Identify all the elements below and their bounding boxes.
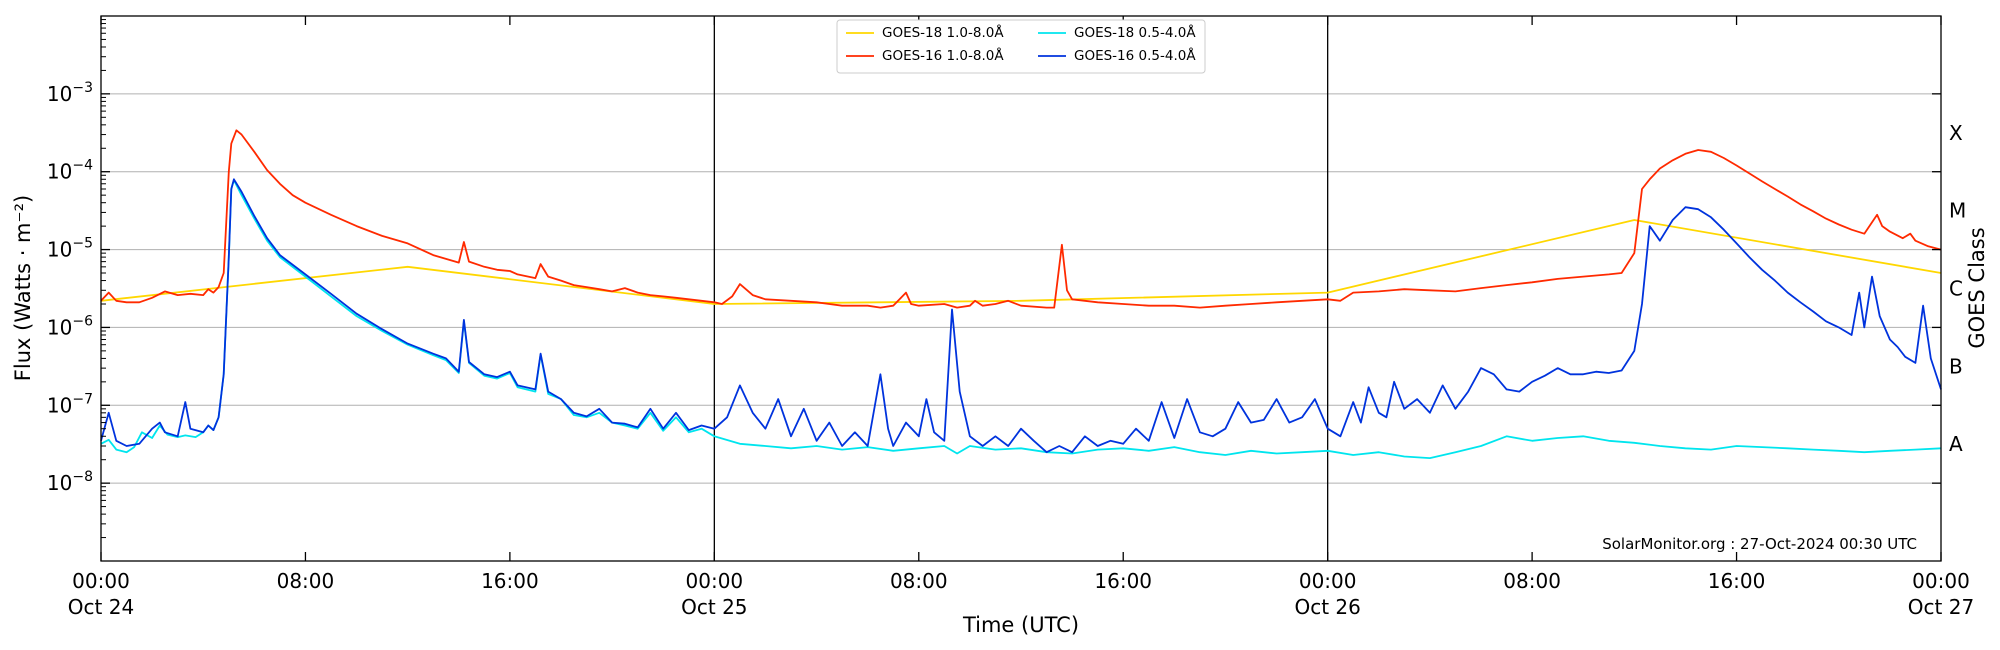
x-tick-label: 16:00 [1094,569,1152,593]
series-line [100,178,1942,454]
x-tick-label: 08:00 [277,569,335,593]
y-tick-label: 10−3 [47,80,93,106]
right-axis-title: GOES Class [1965,227,1989,348]
grid-lines [101,16,1941,561]
x-tick-label: 00:00 [686,569,744,593]
x-tick-date-label: Oct 27 [1908,595,1974,619]
x-tick-label: 00:00 [72,569,130,593]
plot-frame [100,15,1942,562]
goes-class-label: M [1949,199,1966,223]
legend: GOES-18 1.0-8.0Å GOES-16 1.0-8.0Å GOES-18 … [836,19,1206,74]
x-axis-title: Time (UTC) [962,613,1079,637]
goes-class-label: A [1949,432,1963,456]
x-tick-label: 08:00 [1503,569,1561,593]
y-tick-label: 10−7 [47,391,93,417]
x-tick-label: 08:00 [890,569,948,593]
x-tick-label: 00:00 [1299,569,1357,593]
legend-entry-label: GOES-16 1.0-8.0Å [882,47,1004,64]
legend-entry-label: GOES-18 0.5-4.0Å [1074,24,1196,41]
goes-class-labels: A B C M X [1949,121,1966,456]
goes-class-label: C [1949,277,1963,301]
legend-entry-label: GOES-18 1.0-8.0Å [882,24,1004,41]
x-tick-label: 00:00 [1912,569,1970,593]
y-tick-label: 10−4 [47,158,93,184]
legend-entry-label: GOES-16 0.5-4.0Å [1074,47,1196,64]
x-tick-date-label: Oct 24 [68,595,134,619]
y-tick-label: 10−6 [47,313,93,339]
goes-class-label: B [1949,354,1963,378]
series-lines [100,129,1942,459]
series-line [100,129,1942,309]
legend-box [836,19,1206,74]
x-tick-date-label: Oct 25 [681,595,747,619]
x-tick-label: 16:00 [481,569,539,593]
y-tick-label: 10−5 [47,236,93,262]
x-tick-date-label: Oct 26 [1294,595,1360,619]
plot-border [100,15,1942,562]
series-line [100,219,1942,305]
credit-text: SolarMonitor.org : 27-Oct-2024 00:30 UTC [1602,535,1917,553]
y-axis-ticks: 10−8 10−7 10−6 10−5 10−4 10−3 [47,19,1941,539]
y-axis-title: Flux (Watts · m⁻²) [11,195,35,381]
y-tick-label: 10−8 [47,469,93,495]
goes-class-label: X [1949,121,1963,145]
x-tick-label: 16:00 [1708,569,1766,593]
